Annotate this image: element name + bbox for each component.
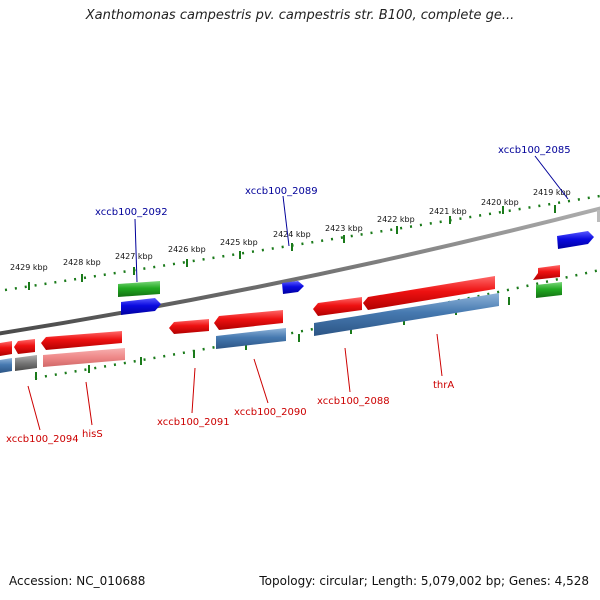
gene-label-thrA[interactable]: thrA	[433, 380, 454, 391]
label-leader	[253, 358, 269, 404]
gene-feature-xccb100_2090-blue[interactable]	[216, 328, 286, 349]
gene-feature-xccb100_2092-green[interactable]	[118, 281, 160, 297]
label-leader	[27, 385, 41, 431]
gene-feature-xccb100_2088[interactable]	[313, 297, 362, 316]
accession-text: Accession: NC_010688	[9, 574, 146, 588]
scale-ticks: 2429 kbp 2428 kbp 2427 kbp 2426 kbp 2425…	[10, 188, 571, 290]
gene-feature-red-right[interactable]	[533, 265, 560, 280]
gene-feature-red-left-b[interactable]	[14, 339, 35, 354]
gene-feature-grey-b[interactable]	[15, 355, 37, 371]
gene-label-xccb100_2089[interactable]: xccb100_2089	[245, 186, 318, 197]
tick-label: 2429 kbp	[10, 263, 48, 272]
gene-feature-xccb100_2091[interactable]	[169, 319, 209, 334]
gene-feature-hisS[interactable]	[41, 331, 122, 350]
topology-text: Topology: circular; Length: 5,079,002 bp…	[259, 574, 589, 588]
gene-feature-hisS-pink[interactable]	[43, 348, 125, 367]
page-title: Xanthomonas campestris pv. campestris st…	[85, 8, 515, 23]
gene-feature-xccb100_2090[interactable]	[214, 310, 283, 330]
tick-label: 2421 kbp	[429, 207, 467, 216]
gene-label-xccb100_2088[interactable]: xccb100_2088	[317, 396, 390, 407]
gene-feature-blue-arrow[interactable]	[121, 298, 161, 315]
label-leader	[344, 347, 351, 393]
gene-feature-thrA-blue[interactable]	[314, 293, 499, 336]
label-leader	[191, 367, 196, 414]
tick-label: 2424 kbp	[273, 230, 311, 239]
gene-label-xccb100_2092[interactable]: xccb100_2092	[95, 207, 168, 218]
tick-label: 2426 kbp	[168, 245, 206, 254]
gene-label-hisS[interactable]: hisS	[82, 429, 103, 440]
tick-label: 2422 kbp	[377, 215, 415, 224]
tick-label: 2427 kbp	[115, 252, 153, 261]
gene-feature-xccb100_2089[interactable]	[282, 281, 304, 294]
label-leader	[436, 333, 443, 377]
label-leader	[85, 381, 93, 426]
gene-feature-xccb100_2085[interactable]	[557, 231, 594, 249]
gene-feature-red-left-a[interactable]	[0, 341, 12, 356]
label-leader	[134, 218, 138, 283]
tick-label: 2423 kbp	[325, 224, 363, 233]
label-leader	[534, 155, 569, 200]
edge-marker	[597, 210, 600, 222]
tick-label: 2420 kbp	[481, 198, 519, 207]
gene-label-xccb100_2090[interactable]: xccb100_2090	[234, 407, 307, 418]
tick-label: 2425 kbp	[220, 238, 258, 247]
gene-feature-green-right[interactable]	[536, 282, 562, 298]
genome-backbone	[0, 206, 600, 336]
tick-label: 2428 kbp	[63, 258, 101, 267]
gene-label-xccb100_2091[interactable]: xccb100_2091	[157, 417, 230, 428]
gene-label-xccb100_2085[interactable]: xccb100_2085	[498, 145, 571, 156]
gene-feature-grey-left[interactable]	[0, 358, 12, 373]
gene-feature-thrA-red[interactable]	[363, 276, 495, 310]
gene-label-xccb100_2094[interactable]: xccb100_2094	[6, 434, 79, 445]
label-leader	[282, 195, 290, 247]
tick-label: 2419 kbp	[533, 188, 571, 197]
